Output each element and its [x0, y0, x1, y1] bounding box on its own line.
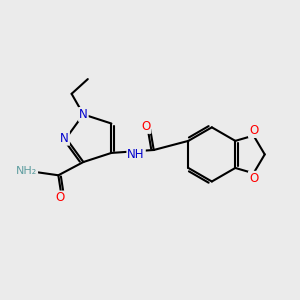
Text: N: N	[60, 132, 69, 145]
Text: NH₂: NH₂	[16, 166, 37, 176]
Text: O: O	[141, 120, 150, 133]
Text: O: O	[249, 172, 258, 185]
Text: O: O	[56, 191, 65, 204]
Text: N: N	[79, 108, 88, 121]
Text: NH: NH	[127, 148, 145, 161]
Text: O: O	[249, 124, 258, 137]
